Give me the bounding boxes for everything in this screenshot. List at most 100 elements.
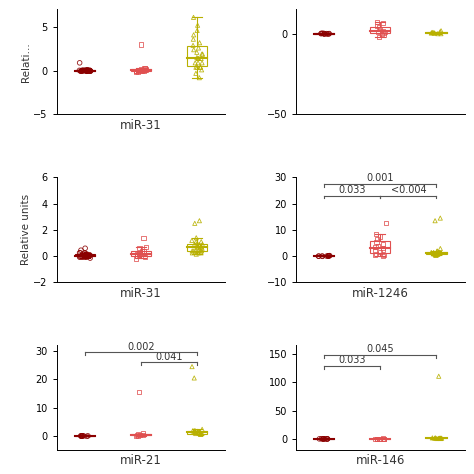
Bar bbox=[370, 241, 391, 253]
Point bbox=[132, 68, 139, 76]
Point bbox=[140, 67, 147, 74]
Point bbox=[198, 430, 205, 438]
Point bbox=[137, 250, 144, 258]
Point bbox=[431, 250, 439, 257]
Point bbox=[197, 430, 205, 438]
Point bbox=[137, 65, 145, 73]
Point bbox=[189, 427, 197, 435]
Point bbox=[195, 428, 202, 436]
Point bbox=[379, 435, 387, 442]
X-axis label: miR-1246: miR-1246 bbox=[352, 287, 409, 300]
Point bbox=[134, 250, 141, 258]
Point bbox=[194, 247, 202, 255]
Point bbox=[135, 249, 143, 256]
Point bbox=[84, 66, 91, 74]
Point bbox=[192, 64, 200, 71]
Point bbox=[78, 67, 85, 74]
Point bbox=[135, 68, 142, 75]
Bar bbox=[75, 254, 95, 256]
Point bbox=[77, 67, 84, 75]
Text: 0.002: 0.002 bbox=[128, 342, 155, 352]
Point bbox=[375, 23, 383, 31]
Point bbox=[325, 252, 332, 260]
Text: 0.001: 0.001 bbox=[366, 173, 394, 183]
Point bbox=[431, 29, 438, 37]
Point bbox=[188, 363, 196, 370]
Point bbox=[78, 67, 85, 75]
Point bbox=[76, 254, 83, 261]
Point bbox=[376, 435, 383, 443]
Point bbox=[85, 252, 93, 260]
Point bbox=[193, 240, 201, 248]
Point bbox=[316, 435, 323, 443]
Point bbox=[78, 432, 86, 440]
Point bbox=[83, 251, 91, 259]
Point bbox=[320, 30, 328, 38]
Point bbox=[435, 249, 443, 256]
Point bbox=[318, 29, 325, 37]
Point bbox=[84, 66, 91, 74]
Point bbox=[134, 430, 142, 438]
Point bbox=[376, 435, 384, 443]
Point bbox=[428, 28, 436, 36]
Point bbox=[195, 55, 202, 62]
Point bbox=[196, 217, 203, 225]
Point bbox=[82, 250, 90, 258]
Point bbox=[382, 219, 390, 227]
Point bbox=[198, 50, 206, 58]
Point bbox=[134, 432, 142, 439]
Point bbox=[133, 67, 140, 74]
Point bbox=[191, 427, 199, 435]
Point bbox=[133, 431, 141, 439]
Text: 0.041: 0.041 bbox=[155, 352, 183, 362]
Point bbox=[84, 66, 91, 74]
Point bbox=[382, 28, 389, 36]
Point bbox=[192, 428, 200, 436]
Point bbox=[82, 252, 90, 260]
Point bbox=[86, 66, 93, 74]
Point bbox=[432, 434, 439, 442]
Point bbox=[326, 252, 333, 259]
Point bbox=[436, 435, 443, 442]
Point bbox=[192, 238, 200, 246]
Bar bbox=[131, 69, 151, 71]
Point bbox=[81, 67, 88, 74]
Point bbox=[428, 434, 436, 442]
Bar bbox=[426, 252, 447, 254]
Point bbox=[190, 14, 197, 21]
Point bbox=[84, 67, 91, 75]
Point bbox=[373, 250, 380, 257]
Point bbox=[76, 249, 83, 256]
Point bbox=[141, 65, 148, 73]
Point bbox=[81, 67, 88, 74]
Point bbox=[435, 373, 443, 380]
Point bbox=[82, 252, 89, 259]
Point bbox=[431, 250, 439, 258]
Point bbox=[86, 67, 94, 75]
Point bbox=[435, 249, 442, 257]
Point bbox=[197, 430, 204, 438]
Point bbox=[318, 252, 326, 260]
Point bbox=[321, 30, 328, 37]
Point bbox=[379, 19, 387, 27]
Point bbox=[380, 27, 387, 35]
Point bbox=[374, 242, 382, 249]
Text: 0.033: 0.033 bbox=[338, 356, 366, 365]
Point bbox=[192, 234, 200, 242]
Point bbox=[83, 67, 91, 74]
Point bbox=[374, 235, 381, 243]
Point bbox=[77, 67, 85, 75]
Point bbox=[323, 252, 330, 260]
Point bbox=[373, 238, 380, 246]
Y-axis label: Relative units: Relative units bbox=[21, 194, 31, 265]
Text: <0.004: <0.004 bbox=[391, 185, 426, 195]
Bar bbox=[370, 27, 391, 33]
Point bbox=[79, 254, 86, 261]
Point bbox=[83, 67, 91, 75]
Point bbox=[434, 250, 442, 258]
Point bbox=[135, 388, 143, 396]
Point bbox=[380, 435, 388, 443]
Point bbox=[142, 243, 149, 251]
Point bbox=[83, 67, 91, 75]
Point bbox=[428, 29, 435, 37]
